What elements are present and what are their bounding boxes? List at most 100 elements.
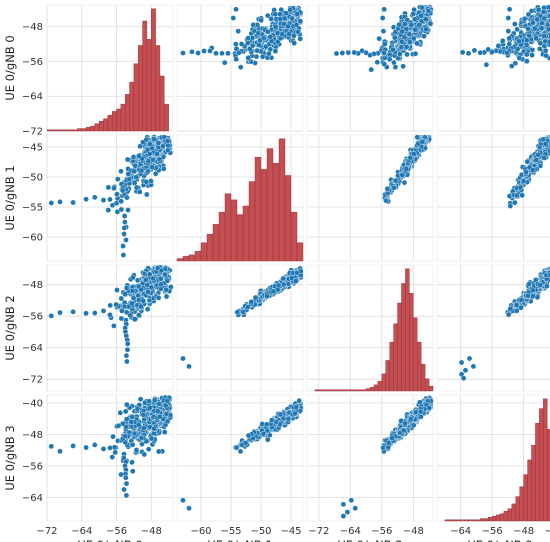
scatter-point-0-2-383 bbox=[423, 26, 430, 33]
hist-bar-1-10 bbox=[236, 214, 244, 262]
scatter-point-0-1-405 bbox=[195, 50, 201, 56]
scatter-point-3-0-185 bbox=[133, 447, 140, 453]
scatter-point-0-3-411 bbox=[506, 41, 513, 47]
hist-bar-3-12 bbox=[484, 518, 489, 522]
scatter-point-0-3-413 bbox=[505, 15, 512, 21]
scatter-point-0-3-370 bbox=[541, 33, 547, 39]
scatter-point-1-0-376 bbox=[135, 153, 142, 159]
scatter-point-3-1-385 bbox=[260, 430, 267, 437]
scatter-point-3-0-392 bbox=[151, 425, 157, 432]
scatter-point-0-2-358 bbox=[411, 16, 418, 23]
scatter-point-0-2-408 bbox=[339, 50, 346, 56]
scatter-point-0-3-391 bbox=[524, 51, 530, 58]
hist-bar-1-2 bbox=[188, 254, 196, 262]
scatter-point-0-1-327 bbox=[287, 7, 293, 13]
scatter-point-1-0-163 bbox=[105, 207, 112, 213]
scatter-point-0-1-411 bbox=[233, 41, 239, 47]
scatter-point-0-2-406 bbox=[351, 49, 358, 56]
scatter-point-0-3-395 bbox=[534, 16, 541, 23]
scatter-point-0-3-352 bbox=[521, 15, 528, 22]
xlabel-2: UE 0/gNB 2 bbox=[337, 538, 402, 542]
scatter-point-0-2-391 bbox=[390, 46, 396, 53]
scatter-point-3-1-388 bbox=[233, 444, 240, 451]
scatter-point-2-1-397 bbox=[264, 293, 270, 300]
scatter-point-3-0-293 bbox=[146, 398, 152, 405]
scatter-point-0-1-413 bbox=[230, 15, 237, 21]
scatter-point-1-0-410 bbox=[48, 200, 55, 206]
scatter-point-1-3-381 bbox=[535, 151, 542, 158]
scatter-point-1-0-354 bbox=[143, 136, 150, 143]
hist-bar-0-9 bbox=[85, 127, 91, 132]
scatter-point-1-2-386 bbox=[403, 165, 410, 172]
scatter-point-0-1-239 bbox=[272, 11, 279, 18]
hist-bar-1-18 bbox=[284, 175, 292, 262]
scatter-point-2-0-388 bbox=[127, 312, 133, 319]
scatter-point-0-3-414 bbox=[506, 6, 513, 13]
scatter-point-1-0-413 bbox=[83, 196, 89, 202]
scatter-point-3-0-303 bbox=[115, 422, 122, 429]
scatter-point-1-0-365 bbox=[143, 178, 150, 185]
hist-bar-3-16 bbox=[499, 513, 505, 522]
scatter-point-3-0-223 bbox=[145, 446, 152, 453]
scatter-point-0-3-296 bbox=[542, 47, 549, 54]
scatter-point-3-0-385 bbox=[131, 430, 138, 437]
hist-bar-0-26 bbox=[159, 75, 165, 132]
scatter-point-2-0-363 bbox=[138, 303, 144, 310]
scatter-point-0-1-410 bbox=[236, 50, 242, 56]
scatter-point-0-1-389 bbox=[293, 21, 300, 28]
hist-bar-2-9 bbox=[342, 389, 347, 392]
scatter-point-0-3-330 bbox=[514, 46, 521, 53]
scatter-point-1-0-36 bbox=[113, 200, 120, 206]
scatter-point-0-3-220 bbox=[512, 21, 518, 27]
scatter-point-2-1-377 bbox=[244, 304, 251, 310]
scatter-point-0-2-349 bbox=[408, 22, 415, 28]
scatter-point-1-2-389 bbox=[411, 151, 417, 157]
scatter-point-0-1-312 bbox=[291, 40, 298, 46]
hist-bar-3-28 bbox=[547, 429, 550, 522]
scatter-point-2-3-403 bbox=[470, 363, 477, 370]
scatter-point-2-1-379 bbox=[248, 298, 255, 305]
scatter-point-0-1-279 bbox=[253, 53, 260, 60]
scatter-point-1-0-412 bbox=[70, 199, 76, 206]
scatter-point-1-0-178 bbox=[164, 147, 171, 153]
scatter-point-3-1-392 bbox=[292, 410, 298, 417]
ytick-label-1-3: −60 bbox=[22, 233, 43, 244]
xtick-label-2-3: −48 bbox=[403, 526, 424, 537]
hist-bar-3-26 bbox=[539, 408, 544, 522]
hist-bar-2-16 bbox=[369, 387, 375, 392]
scatter-point-0-3-325 bbox=[495, 43, 502, 49]
scatter-point-0-2-398 bbox=[416, 21, 423, 28]
hist-bar-3-17 bbox=[503, 511, 509, 522]
hist-bar-0-13 bbox=[103, 118, 109, 132]
scatter-point-3-0-373 bbox=[128, 419, 135, 425]
hist-bar-3-15 bbox=[495, 514, 501, 522]
scatter-point-1-3-391 bbox=[514, 192, 520, 199]
scatter-point-3-2-399 bbox=[417, 408, 424, 415]
scatter-point-1-2-305 bbox=[392, 177, 399, 184]
scatter-point-1-0-300 bbox=[138, 167, 145, 174]
hist-bar-2-17 bbox=[373, 384, 379, 392]
scatter-point-0-1-354 bbox=[281, 21, 287, 27]
scatter-point-2-0-406 bbox=[124, 340, 131, 347]
scatter-point-0-2-277 bbox=[404, 51, 410, 58]
xtick-label-3-0: −64 bbox=[450, 526, 471, 537]
scatter-point-3-0-416 bbox=[107, 445, 113, 451]
scatter-point-2-1-399 bbox=[294, 269, 300, 276]
scatter-point-0-1-296 bbox=[266, 50, 272, 57]
hist-bar-3-7 bbox=[464, 519, 469, 522]
scatter-point-3-0-357 bbox=[122, 433, 129, 440]
scatter-point-0-1-362 bbox=[268, 16, 275, 22]
hist-bar-1-11 bbox=[242, 205, 250, 262]
scatter-point-3-2-394 bbox=[407, 416, 414, 423]
hist-bar-2-10 bbox=[346, 389, 351, 392]
scatter-point-3-2-400 bbox=[340, 501, 347, 508]
scatter-point-1-0-415 bbox=[100, 197, 107, 203]
scatter-point-0-1-407 bbox=[180, 50, 186, 56]
scatter-point-0-1-414 bbox=[233, 6, 239, 13]
ylabel-3: UE 0/gNB 3 bbox=[3, 425, 17, 490]
scatter-point-3-2-356 bbox=[410, 422, 417, 429]
scatter-point-1-0-351 bbox=[111, 185, 117, 191]
scatter-point-3-0-261 bbox=[137, 396, 144, 403]
scatter-point-0-3-407 bbox=[471, 47, 478, 54]
scatter-point-2-0-1 bbox=[118, 295, 125, 302]
